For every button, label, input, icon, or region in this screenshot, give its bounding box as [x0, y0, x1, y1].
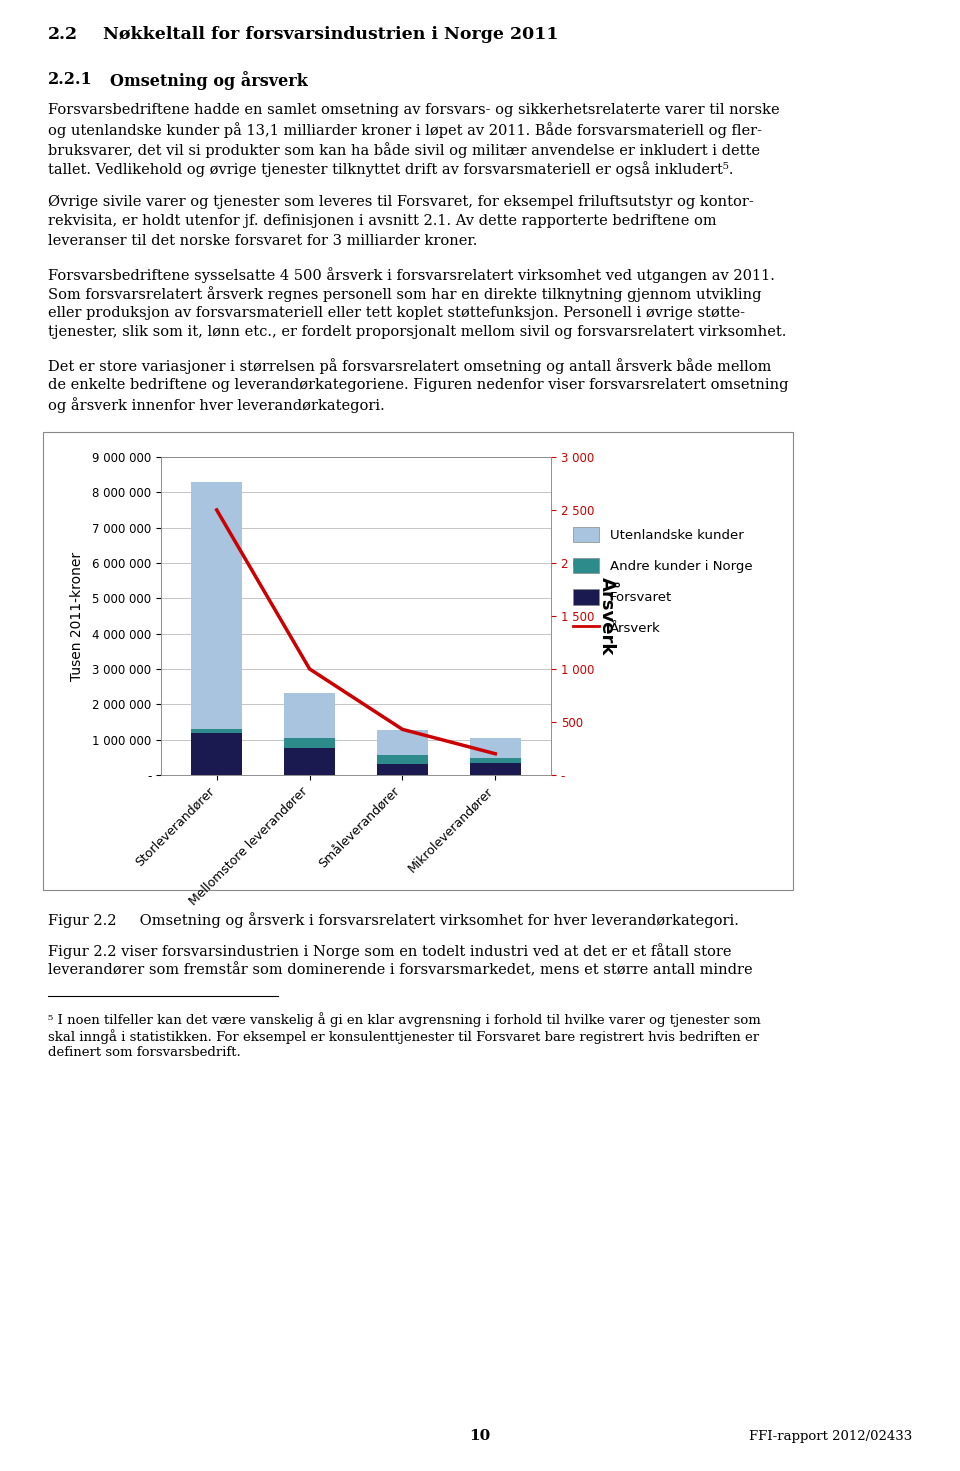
Y-axis label: Årsverk: Årsverk: [598, 577, 616, 655]
Legend: Utenlandske kunder, Andre kunder i Norge, Forsvaret, Årsverk: Utenlandske kunder, Andre kunder i Norge…: [572, 527, 753, 635]
Text: Figur 2.2     Omsetning og årsverk i forsvarsrelatert virksomhet for hver levera: Figur 2.2 Omsetning og årsverk i forsvar…: [48, 912, 739, 928]
Bar: [469, 759, 521, 762]
Text: de enkelte bedriftene og leverandørkategoriene. Figuren nedenfor viser forsvarsr: de enkelte bedriftene og leverandørkateg…: [48, 378, 788, 391]
Text: leveranser til det norske forsvaret for 3 milliarder kroner.: leveranser til det norske forsvaret for …: [48, 234, 477, 247]
Text: og utenlandske kunder på 13,1 milliarder kroner i løpet av 2011. Både forsvarsma: og utenlandske kunder på 13,1 milliarder…: [48, 122, 762, 138]
Bar: [191, 481, 242, 730]
Text: 2.2: 2.2: [48, 26, 78, 43]
Y-axis label: Tusen 2011-kroner: Tusen 2011-kroner: [70, 552, 84, 681]
Text: leverandører som fremstår som dominerende i forsvarsmarkedet, mens et større ant: leverandører som fremstår som dominerend…: [48, 962, 753, 977]
Text: Omsetning og årsverk: Omsetning og årsverk: [110, 71, 308, 90]
Text: bruksvarer, det vil si produkter som kan ha både sivil og militær anvendelse er : bruksvarer, det vil si produkter som kan…: [48, 143, 760, 157]
Bar: [377, 730, 428, 755]
Text: tjenester, slik som it, lønn etc., er fordelt proporsjonalt mellom sivil og fors: tjenester, slik som it, lønn etc., er fo…: [48, 325, 786, 340]
Text: skal inngå i statistikken. For eksempel er konsulenttjenester til Forsvaret bare: skal inngå i statistikken. For eksempel …: [48, 1030, 759, 1044]
Bar: [469, 738, 521, 759]
Text: Som forsvarsrelatert årsverk regnes personell som har en direkte tilknytning gje: Som forsvarsrelatert årsverk regnes pers…: [48, 287, 761, 302]
Text: Forsvarsbedriftene hadde en samlet omsetning av forsvars- og sikkerhetsrelaterte: Forsvarsbedriftene hadde en samlet omset…: [48, 103, 780, 118]
Text: Figur 2.2 viser forsvarsindustrien i Norge som en todelt industri ved at det er : Figur 2.2 viser forsvarsindustrien i Nor…: [48, 943, 732, 959]
Bar: [191, 730, 242, 733]
Bar: [469, 762, 521, 775]
Text: FFI-rapport 2012/02433: FFI-rapport 2012/02433: [749, 1430, 912, 1443]
Text: Nøkkeltall for forsvarsindustrien i Norge 2011: Nøkkeltall for forsvarsindustrien i Norg…: [103, 26, 559, 43]
Text: 2.2.1: 2.2.1: [48, 71, 93, 88]
Text: rekvisita, er holdt utenfor jf. definisjonen i avsnitt 2.1. Av dette rapporterte: rekvisita, er holdt utenfor jf. definisj…: [48, 215, 716, 228]
Text: 10: 10: [469, 1428, 491, 1443]
Text: ⁵ I noen tilfeller kan det være vanskelig å gi en klar avgrensning i forhold til: ⁵ I noen tilfeller kan det være vanskeli…: [48, 1012, 760, 1027]
Bar: [43, 432, 793, 890]
Bar: [377, 765, 428, 775]
Bar: [284, 749, 335, 775]
Text: eller produksjon av forsvarsmateriell eller tett koplet støttefunksjon. Personel: eller produksjon av forsvarsmateriell el…: [48, 306, 745, 319]
Bar: [191, 733, 242, 775]
Bar: [284, 738, 335, 749]
Text: definert som forsvarsbedrift.: definert som forsvarsbedrift.: [48, 1046, 241, 1059]
Bar: [284, 693, 335, 738]
Text: Forsvarsbedriftene sysselsatte 4 500 årsverk i forsvarsrelatert virksomhet ved u: Forsvarsbedriftene sysselsatte 4 500 års…: [48, 266, 775, 282]
Text: tallet. Vedlikehold og øvrige tjenester tilknyttet drift av forsvarsmateriell er: tallet. Vedlikehold og øvrige tjenester …: [48, 162, 733, 178]
Bar: [377, 755, 428, 765]
Text: Det er store variasjoner i størrelsen på forsvarsrelatert omsetning og antall år: Det er store variasjoner i størrelsen på…: [48, 359, 772, 374]
Text: Øvrige sivile varer og tjenester som leveres til Forsvaret, for eksempel friluft: Øvrige sivile varer og tjenester som lev…: [48, 194, 754, 209]
Text: og årsverk innenfor hver leverandørkategori.: og årsverk innenfor hver leverandørkateg…: [48, 397, 385, 413]
